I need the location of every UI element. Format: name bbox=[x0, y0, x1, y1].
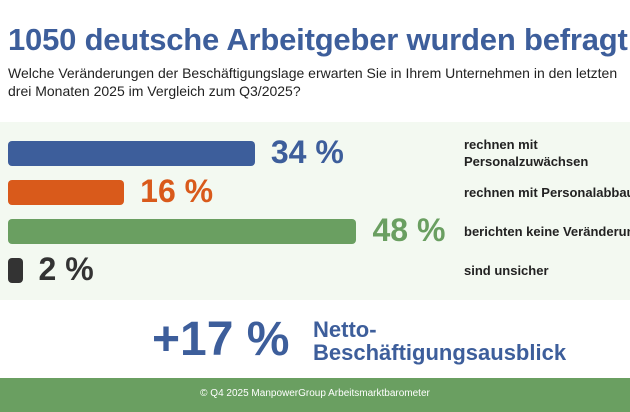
bar bbox=[8, 179, 125, 205]
bar bbox=[8, 218, 357, 244]
bar bbox=[8, 140, 255, 166]
value-label: 48 % bbox=[372, 212, 446, 248]
net-value: +17 % bbox=[152, 313, 290, 366]
footer-band bbox=[0, 378, 630, 412]
bar bbox=[8, 257, 23, 283]
category-label: rechnen mit Personalabbau bbox=[464, 184, 630, 200]
chart-subtitle: Welche Veränderungen der Beschäftigungsl… bbox=[8, 65, 618, 99]
category-label: sind unsicher bbox=[464, 262, 549, 278]
footer-text: © Q4 2025 ManpowerGroup Arbeitsmarktbaro… bbox=[200, 388, 430, 399]
value-label: 34 % bbox=[270, 134, 344, 170]
net-text: Netto-Beschäftigungsausblick bbox=[313, 317, 567, 365]
category-label: rechnen mit Personalzuwächsen bbox=[464, 137, 589, 169]
value-label: 2 % bbox=[38, 251, 94, 287]
chart-title: 1050 deutsche Arbeitgeber wurden befragt bbox=[8, 22, 628, 57]
value-label: 16 % bbox=[140, 173, 214, 209]
category-label: berichten keine Veränderung bbox=[464, 223, 630, 239]
